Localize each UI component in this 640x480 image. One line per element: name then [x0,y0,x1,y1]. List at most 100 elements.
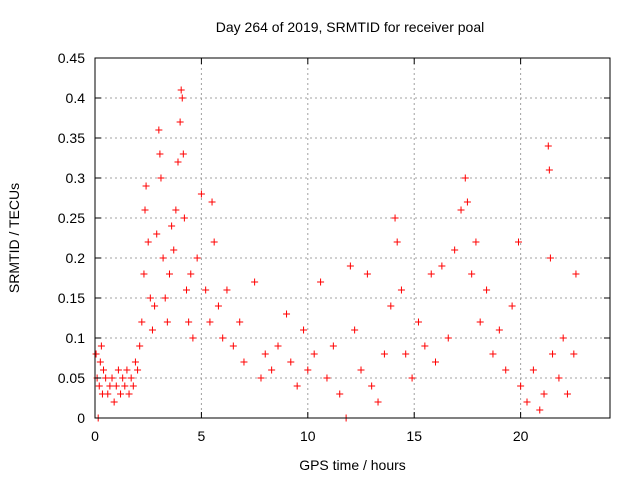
data-point [136,342,144,350]
data-point [427,270,435,278]
data-point [157,174,165,182]
data-point [140,270,148,278]
data-point [570,350,578,358]
data-point [106,382,114,390]
data-point [197,190,205,198]
y-tick-label: 0.4 [66,90,86,106]
data-point [351,326,359,334]
y-tick-label: 0.15 [58,290,85,306]
x-tick-label: 10 [300,428,316,444]
data-point [457,206,465,214]
data-point [142,182,150,190]
data-point [138,318,146,326]
x-axis-title: GPS time / hours [299,457,406,473]
data-point [563,390,571,398]
data-point [257,374,265,382]
data-point [304,366,312,374]
data-point [508,302,516,310]
data-point [572,270,580,278]
y-tick-label: 0.2 [66,250,86,266]
plot-frame [94,57,611,419]
data-point [374,398,382,406]
data-point [323,374,331,382]
data-point [310,350,318,358]
data-point [114,366,122,374]
data-point [317,278,325,286]
data-point [559,334,567,342]
data-point [176,118,184,126]
data-point [183,286,191,294]
data-point [229,342,237,350]
data-point [463,198,471,206]
data-point [391,214,399,222]
data-point [444,334,452,342]
data-point [514,238,522,246]
y-tick-label: 0.35 [58,130,85,146]
y-axis-title: SRMTID / TECUs [6,183,22,293]
data-point [206,318,214,326]
data-point [283,310,291,318]
data-point [148,326,156,334]
data-point [95,382,103,390]
data-point [336,390,344,398]
data-point [117,390,125,398]
data-point [161,294,169,302]
data-point [489,350,497,358]
data-point [274,342,282,350]
data-point [502,366,510,374]
data-point [131,358,139,366]
y-tick-label: 0 [77,410,85,426]
data-point [523,398,531,406]
data-point [129,382,137,390]
data-point [421,342,429,350]
data-point [397,286,405,294]
data-point [180,214,188,222]
data-point [119,374,127,382]
x-tick-label: 5 [198,428,206,444]
data-point [293,382,301,390]
data-point [104,390,112,398]
data-point [92,350,100,358]
data-point [193,254,201,262]
y-tick-label: 0.45 [58,50,85,66]
data-point [544,142,552,150]
data-point [461,174,469,182]
data-point [214,302,222,310]
y-tick-label: 0.3 [66,170,86,186]
data-point [495,326,503,334]
data-point [517,382,525,390]
data-point [346,262,354,270]
data-point [414,318,422,326]
y-tick-label: 0.25 [58,210,85,226]
data-point [468,270,476,278]
data-point [210,238,218,246]
data-point [483,286,491,294]
data-point [287,358,295,366]
data-point [102,374,110,382]
data-point [363,270,371,278]
data-point [402,350,410,358]
data-point [393,238,401,246]
data-point [431,358,439,366]
data-point [438,262,446,270]
data-point [151,302,159,310]
y-tick-label: 0.1 [66,330,86,346]
data-point [178,94,186,102]
data-point [112,382,120,390]
data-point [546,254,554,262]
data-point [368,382,376,390]
data-point [189,334,197,342]
data-point [240,358,248,366]
x-tick-label: 0 [91,428,99,444]
data-point [163,318,171,326]
data-point [123,366,131,374]
data-point [141,206,149,214]
data-point [165,270,173,278]
data-point [97,342,105,350]
data-point [251,278,259,286]
data-point [179,150,187,158]
data-point [268,366,276,374]
data-point [108,374,116,382]
data-point [153,230,161,238]
x-tick-label: 15 [406,428,422,444]
